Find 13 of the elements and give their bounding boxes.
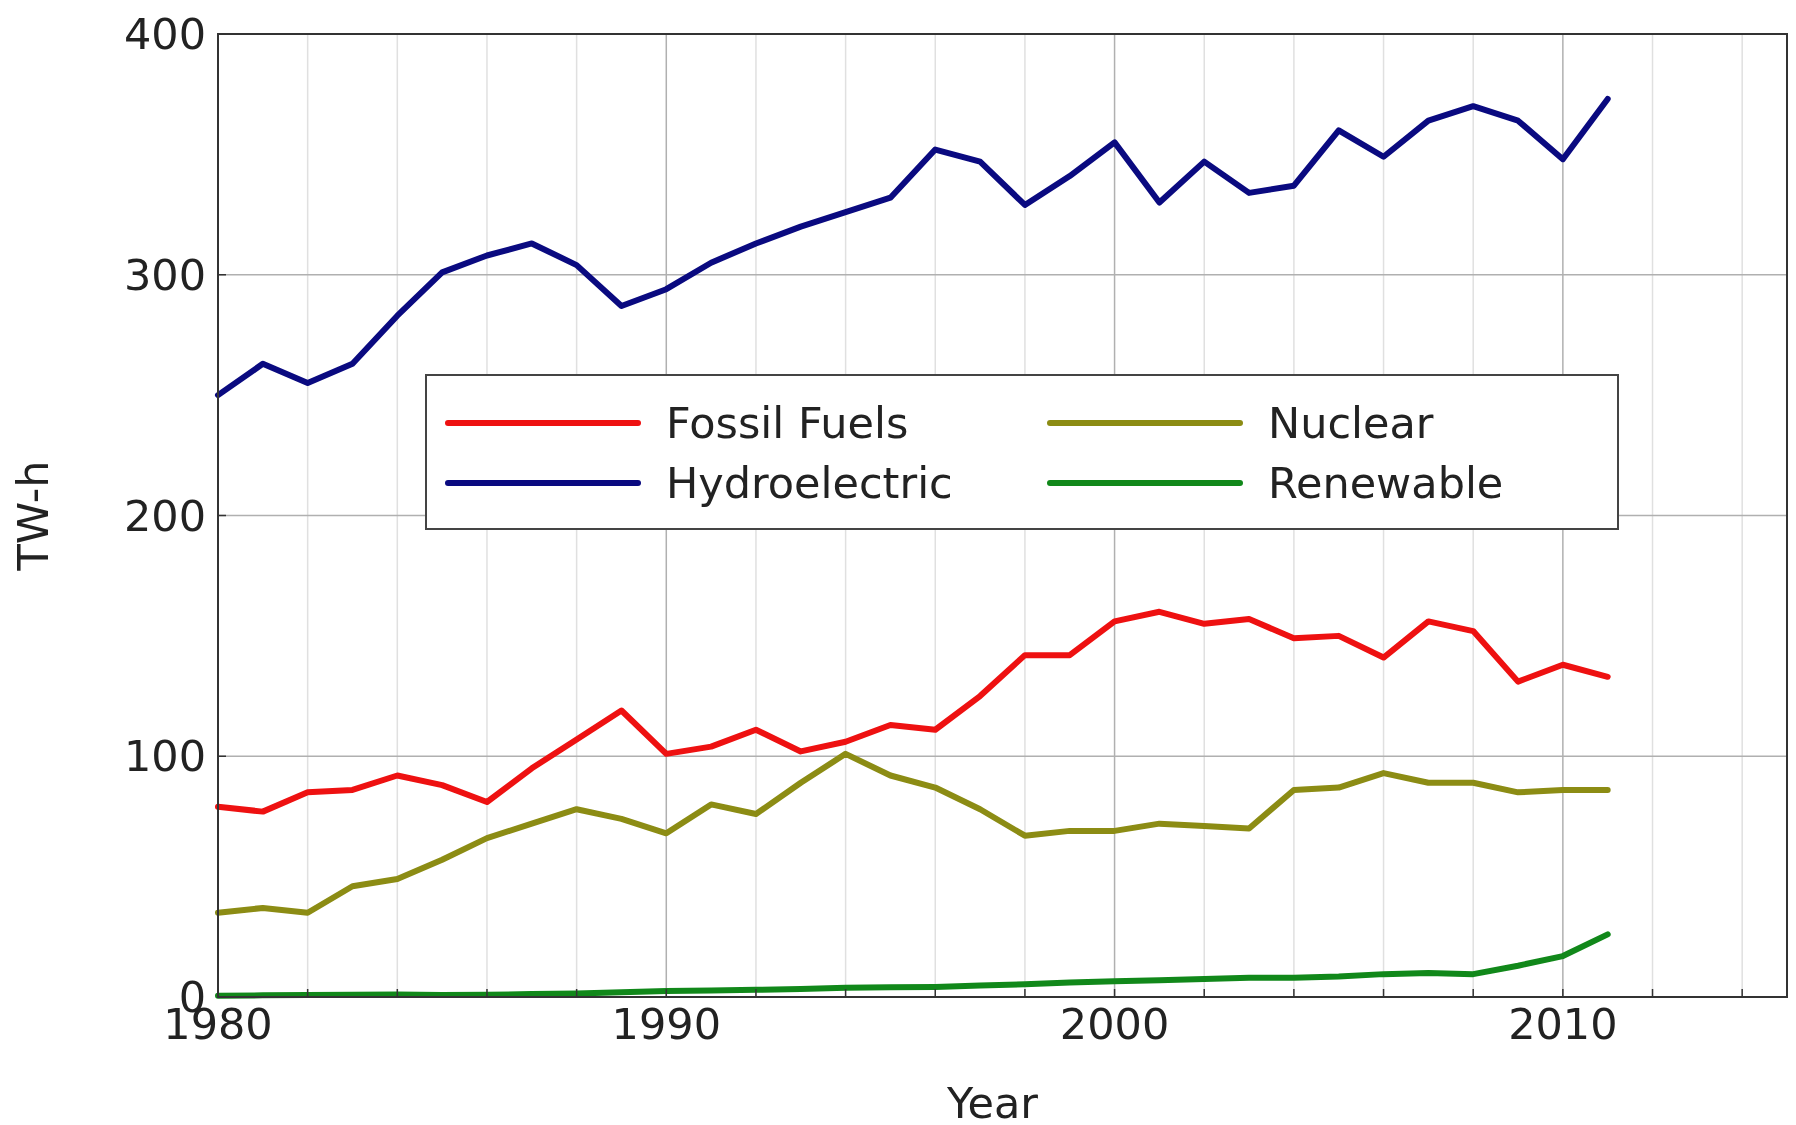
- x-tick-label: 2000: [1059, 999, 1170, 1049]
- x-axis-title: Year: [945, 1078, 1039, 1125]
- x-tick-label: 1990: [611, 999, 721, 1049]
- legend-label: Fossil Fuels: [666, 398, 909, 448]
- x-tick-label: 2010: [1508, 999, 1618, 1049]
- legend-label: Renewable: [1268, 458, 1504, 508]
- legend-label: Hydroelectric: [666, 458, 953, 508]
- y-axis-title: TW-h: [8, 460, 58, 572]
- y-tick-label: 200: [123, 490, 206, 541]
- y-tick-label: 300: [123, 249, 206, 300]
- y-tick-label: 400: [123, 9, 206, 59]
- y-tick-label: 100: [123, 731, 206, 782]
- legend-label: Nuclear: [1268, 398, 1434, 448]
